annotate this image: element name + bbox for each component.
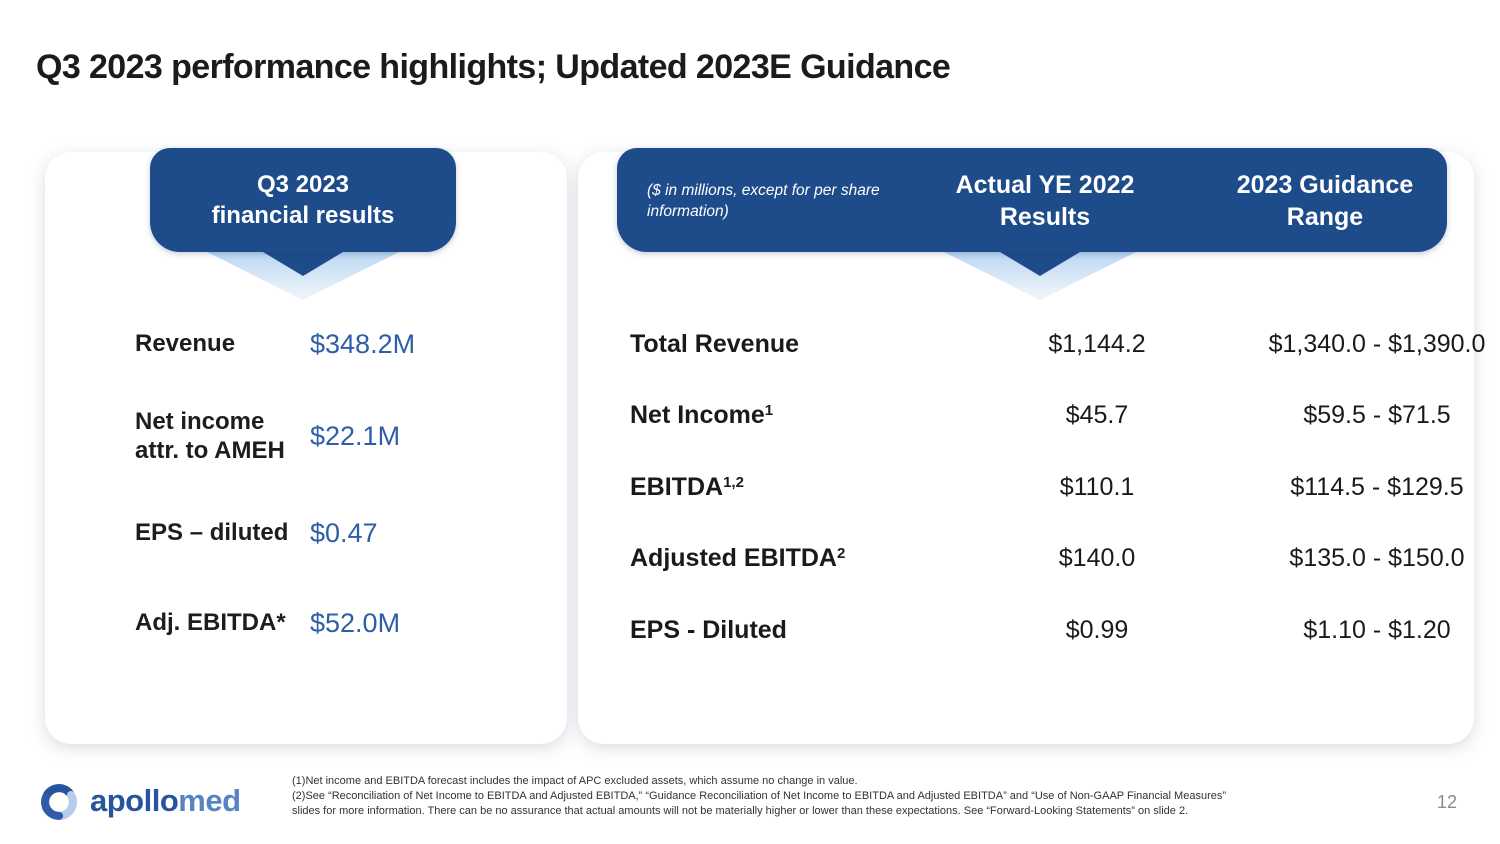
apollomed-logo-icon (41, 784, 77, 820)
actual-value: $0.99 (1065, 615, 1129, 644)
metric-value: $348.2M (310, 328, 416, 359)
table-row: Adjusted EBITDA 2 $140.0 $135.0 - $150.0 (630, 538, 1465, 578)
banner-title-line2: financial results (211, 202, 395, 229)
table-row: Net Income 1 $45.7 $59.5 - $71.5 (630, 395, 1454, 435)
guidance-range: $1.10 - $1.20 (1303, 615, 1451, 644)
actual-value: $140.0 (1058, 543, 1136, 572)
left-banner: Q3 2023 financial results (150, 148, 456, 252)
metric-value: $22.1M (310, 420, 401, 451)
actual-value: $1,144.2 (1048, 329, 1146, 358)
metric-label: Adjusted EBITDA 2 (630, 543, 846, 572)
actual-value: $110.1 (1059, 472, 1135, 501)
table-row: Revenue $348.2M (135, 314, 415, 374)
guidance-range: $135.0 - $150.0 (1289, 543, 1465, 572)
footnote-1: (1)Net income and EBITDA forecast includ… (292, 775, 858, 787)
actual-value: $45.7 (1065, 400, 1129, 429)
metric-label: EBITDA 1,2 (630, 472, 744, 501)
column-header-guidance: 2023 Guidance Range (1236, 171, 1414, 231)
metric-label: Revenue (135, 330, 236, 358)
metric-label: Net income attr. to AMEH (135, 407, 285, 464)
guidance-range: $59.5 - $71.5 (1303, 400, 1451, 429)
metric-label: Adj. EBITDA* (135, 609, 286, 637)
metric-label: Net Income 1 (630, 400, 774, 429)
footnote-2-continued: slides for more information. There can b… (292, 805, 1189, 818)
guidance-range: $114.5 - $129.5 (1290, 472, 1464, 501)
units-note: ($ in millions, except for per share inf… (647, 182, 880, 220)
footnotes: (1)Net income and EBITDA forecast includ… (292, 774, 1350, 820)
column-header-actual: Actual YE 2022 Results (955, 171, 1135, 231)
table-row: Total Revenue $1,144.2 $1,340.0 - $1,390… (630, 324, 1485, 364)
guidance-range: $1,340.0 - $1,390.0 (1268, 329, 1486, 358)
table-row: EBITDA 1,2 $110.1 $114.5 - $129.5 (630, 467, 1464, 507)
metric-value: $52.0M (310, 607, 401, 638)
apollomed-logo: apollomed (36, 779, 241, 825)
page-title: Q3 2023 performance highlights; Updated … (36, 48, 951, 86)
metric-value: $0.47 (310, 517, 378, 548)
banner-title-line1: Q3 2023 (256, 170, 350, 198)
table-row: EPS - Diluted $0.99 $1.10 - $1.20 (630, 610, 1454, 650)
table-row: EPS – diluted $0.47 (135, 503, 378, 563)
logo-wordmark: apollomed (90, 782, 241, 818)
table-row: Adj. EBITDA* $52.0M (135, 593, 400, 653)
metric-label: EPS – diluted (135, 519, 289, 547)
footnote-2: (2)See “Reconciliation of Net Income to … (292, 790, 1227, 803)
metric-label: Total Revenue (630, 329, 800, 358)
table-row: Net income attr. to AMEH $22.1M (135, 406, 400, 466)
metric-label: EPS - Diluted (630, 615, 787, 644)
page-number: 12 (1436, 792, 1457, 812)
right-banner: ($ in millions, except for per share inf… (617, 148, 1447, 252)
